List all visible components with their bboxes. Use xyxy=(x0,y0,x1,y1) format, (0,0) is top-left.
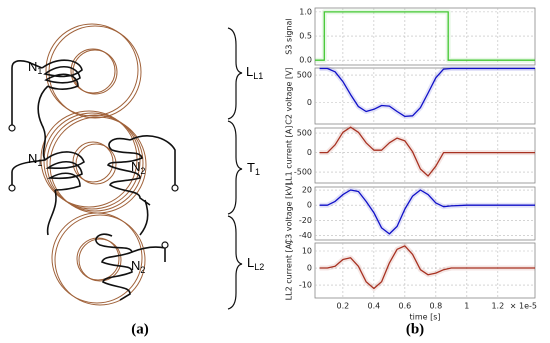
y-tick-label: 0 xyxy=(307,148,312,157)
inductor-label: LL2 xyxy=(247,255,264,272)
y-tick-label: 1.0 xyxy=(299,7,312,16)
x-tick-label: 1.2 xyxy=(491,302,504,311)
line xyxy=(319,67,535,118)
y-tick-label: 0 xyxy=(307,201,312,210)
line xyxy=(319,126,535,177)
y-tick-label: 10 xyxy=(302,247,312,256)
y-axis-label: C2 voltage [V] xyxy=(285,67,294,124)
y-axis-label: LL1 current [A] xyxy=(285,126,294,186)
caption-b: (b) xyxy=(406,321,424,337)
inductor-label-sub: L1 xyxy=(253,71,263,81)
winding-label: N1 xyxy=(28,59,42,76)
x-tick-label: 0.8 xyxy=(429,302,442,311)
y-tick-label: 0.0 xyxy=(299,56,312,65)
panel-frame xyxy=(314,7,536,66)
y-tick-label: -20 xyxy=(299,216,312,225)
winding-label-main: N xyxy=(28,151,37,166)
winding-label-sub: 1 xyxy=(37,66,42,76)
y-axis-label: C3 voltage [kV] xyxy=(285,183,294,245)
y-axis-label: LL2 current [A] xyxy=(285,241,294,301)
y-tick-label: -500 xyxy=(294,168,312,177)
y-tick-label: -40 xyxy=(299,231,312,240)
inductor-label-sub: L2 xyxy=(254,262,264,272)
line xyxy=(319,245,535,290)
winding-label-sub: 1 xyxy=(37,158,42,168)
inductor-label-main: L xyxy=(247,255,254,270)
terminals xyxy=(8,124,179,249)
x-tick-label: 1 xyxy=(464,302,469,311)
y-tick-label: 500 xyxy=(297,129,312,138)
inductor-label: T1 xyxy=(247,160,260,177)
y-axis-label: S3 signal xyxy=(285,18,294,54)
x-tick-label: 0.6 xyxy=(398,302,411,311)
winding-label-sub: 2 xyxy=(140,166,145,176)
inductor-label-main: T xyxy=(247,160,255,175)
inductor-label: LL1 xyxy=(246,64,263,81)
inductor-label-sub: 1 xyxy=(255,167,260,177)
line xyxy=(319,189,535,235)
y-tick-label: 0 xyxy=(307,264,312,273)
y-tick-label: 20 xyxy=(302,186,312,195)
panel-frame xyxy=(314,186,536,241)
panel-frame xyxy=(314,67,536,125)
winding-label-main: N xyxy=(28,59,37,74)
x-tick-label: 0.2 xyxy=(337,302,350,311)
braces xyxy=(227,27,243,310)
y-tick-label: 0.5 xyxy=(299,32,312,41)
line xyxy=(315,11,535,61)
x-scale-label: × 1e-5 xyxy=(510,302,537,311)
panel-frame xyxy=(314,242,536,299)
y-tick-label: -10 xyxy=(299,281,312,290)
winding-label: N1 xyxy=(28,151,42,168)
winding-label-sub: 2 xyxy=(140,265,145,275)
y-tick-label: 500 xyxy=(297,71,312,80)
x-axis-label: time [s] xyxy=(409,313,440,322)
x-tick-label: 0.4 xyxy=(368,302,381,311)
winding-label: N2 xyxy=(131,159,145,176)
windings xyxy=(11,59,176,301)
caption-a: (a) xyxy=(131,321,149,337)
winding-label: N2 xyxy=(131,258,145,275)
y-tick-label: 0 xyxy=(307,98,312,107)
winding-label-main: N xyxy=(131,258,140,273)
winding-label-main: N xyxy=(131,159,140,174)
inductor-label-main: L xyxy=(246,64,253,79)
